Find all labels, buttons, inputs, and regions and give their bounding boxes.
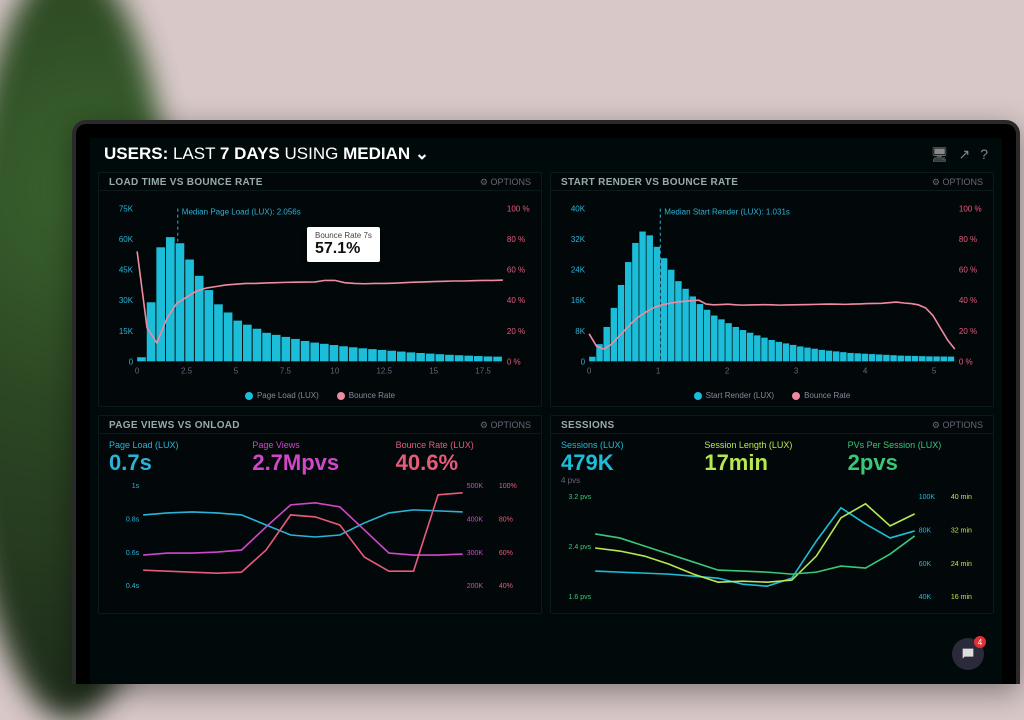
metric: Bounce Rate (LUX)40.6% <box>396 440 531 474</box>
chart-sessions: 1.6 pvs 2.4 pvs 3.2 pvs 40K 60K 80K 100K 16 min… <box>551 487 993 613</box>
svg-text:100 %: 100 % <box>959 205 982 214</box>
svg-text:5: 5 <box>932 366 937 375</box>
svg-text:24K: 24K <box>571 266 586 275</box>
svg-text:60 %: 60 % <box>959 266 977 275</box>
panel-title: PAGE VIEWS VS ONLOAD <box>109 420 240 431</box>
svg-text:40 %: 40 % <box>959 296 977 305</box>
legend: Page Load (LUX) Bounce Rate <box>99 389 541 406</box>
panel-title: START RENDER VS BOUNCE RATE <box>561 177 738 188</box>
svg-text:2.5: 2.5 <box>181 366 193 375</box>
panel-load-time: LOAD TIME VS BOUNCE RATE OPTIONS 0 15K 30K… <box>98 172 542 407</box>
options-button[interactable]: OPTIONS <box>932 177 983 188</box>
svg-text:16 min: 16 min <box>951 594 972 601</box>
svg-text:80 %: 80 % <box>507 235 525 244</box>
svg-text:32 min: 32 min <box>951 527 972 534</box>
tooltip-bounce-rate: Bounce Rate 7s 57.1% <box>307 227 380 262</box>
svg-text:8K: 8K <box>575 327 585 336</box>
svg-text:1s: 1s <box>132 483 140 490</box>
chat-button[interactable]: 4 <box>952 638 984 670</box>
chat-icon <box>960 646 976 662</box>
svg-text:12.5: 12.5 <box>376 366 392 375</box>
svg-text:32K: 32K <box>571 235 586 244</box>
svg-text:2: 2 <box>725 366 730 375</box>
svg-text:80 %: 80 % <box>959 235 977 244</box>
svg-text:Median Page Load (LUX): 2.056s: Median Page Load (LUX): 2.056s <box>182 208 301 217</box>
svg-text:100K: 100K <box>919 494 936 501</box>
svg-text:1: 1 <box>656 366 661 375</box>
metric: Sessions (LUX)479K4 pvs <box>561 440 696 485</box>
svg-text:0: 0 <box>587 366 592 375</box>
metric: Page Views2.7Mpvs <box>252 440 387 474</box>
options-button[interactable]: OPTIONS <box>480 177 531 188</box>
svg-text:0.8s: 0.8s <box>126 516 140 523</box>
svg-text:100 %: 100 % <box>507 205 530 214</box>
svg-text:3: 3 <box>794 366 799 375</box>
options-button[interactable]: OPTIONS <box>932 420 983 431</box>
screen: USERS: LAST 7 DAYS USING MEDIAN ⌄ 🖥 ↗ ? … <box>90 138 1002 684</box>
svg-text:80%: 80% <box>499 516 513 523</box>
svg-text:300K: 300K <box>467 550 484 557</box>
panel-title: LOAD TIME VS BOUNCE RATE <box>109 177 263 188</box>
help-icon[interactable]: ? <box>980 146 988 163</box>
svg-text:75K: 75K <box>119 205 134 214</box>
svg-text:0: 0 <box>581 357 586 366</box>
svg-text:30K: 30K <box>119 296 134 305</box>
svg-text:40K: 40K <box>919 594 932 601</box>
chat-badge: 4 <box>974 636 986 648</box>
metric: PVs Per Session (LUX)2pvs <box>848 440 983 485</box>
svg-text:80K: 80K <box>919 527 932 534</box>
svg-text:0.6s: 0.6s <box>126 550 140 557</box>
chevron-down-icon[interactable]: ⌄ <box>415 144 429 163</box>
svg-text:4: 4 <box>863 366 868 375</box>
panel-title: SESSIONS <box>561 420 615 431</box>
chart-start-render: 0 8K 16K 24K 32K 40K 0 % 20 % 40 % 60 % 80 % 100 % 0… <box>551 191 993 389</box>
svg-text:2.4 pvs: 2.4 pvs <box>569 544 592 551</box>
svg-text:0: 0 <box>129 357 134 366</box>
svg-text:40 min: 40 min <box>951 494 972 501</box>
svg-text:60 %: 60 % <box>507 266 525 275</box>
svg-text:20 %: 20 % <box>507 327 525 336</box>
svg-text:100%: 100% <box>499 483 517 490</box>
svg-text:1.6 pvs: 1.6 pvs <box>569 594 592 601</box>
svg-text:5: 5 <box>234 366 239 375</box>
share-icon[interactable]: ↗ <box>958 146 970 163</box>
svg-text:60%: 60% <box>499 550 513 557</box>
svg-text:45K: 45K <box>119 266 134 275</box>
svg-text:40K: 40K <box>571 205 586 214</box>
svg-text:60K: 60K <box>119 235 134 244</box>
svg-text:10: 10 <box>330 366 339 375</box>
svg-text:0: 0 <box>135 366 140 375</box>
svg-text:400K: 400K <box>467 516 484 523</box>
svg-text:200K: 200K <box>467 583 484 590</box>
svg-text:60K: 60K <box>919 561 932 568</box>
panel-sessions: SESSIONS OPTIONS Sessions (LUX)479K4 pvs… <box>550 415 994 614</box>
monitor-icon[interactable]: 🖥 <box>931 146 949 163</box>
svg-text:7.5: 7.5 <box>280 366 292 375</box>
svg-text:16K: 16K <box>571 296 586 305</box>
svg-text:17.5: 17.5 <box>475 366 491 375</box>
header-title[interactable]: USERS: LAST 7 DAYS USING MEDIAN ⌄ <box>104 144 429 164</box>
chart-page-views: 0.4s 0.6s 0.8s 1s 200K 300K 400K 500K 40% 60% 80% 1… <box>99 476 541 602</box>
svg-text:3.2 pvs: 3.2 pvs <box>569 494 592 501</box>
svg-text:0 %: 0 % <box>959 357 973 366</box>
metric: Page Load (LUX)0.7s <box>109 440 244 474</box>
svg-text:0 %: 0 % <box>507 357 521 366</box>
svg-text:20 %: 20 % <box>959 327 977 336</box>
metric: Session Length (LUX)17min <box>704 440 839 485</box>
options-button[interactable]: OPTIONS <box>480 420 531 431</box>
svg-text:0.4s: 0.4s <box>126 583 140 590</box>
chart-load-time: 0 15K 30K 45K 60K 75K 0 % 20 % 40 % 60 % 80 % 100 %… <box>99 191 541 389</box>
header-bar: USERS: LAST 7 DAYS USING MEDIAN ⌄ 🖥 ↗ ? <box>90 138 1002 172</box>
svg-text:40 %: 40 % <box>507 296 525 305</box>
laptop-frame: USERS: LAST 7 DAYS USING MEDIAN ⌄ 🖥 ↗ ? … <box>72 120 1020 684</box>
svg-text:500K: 500K <box>467 483 484 490</box>
svg-text:24 min: 24 min <box>951 561 972 568</box>
svg-text:15: 15 <box>429 366 438 375</box>
svg-text:15K: 15K <box>119 327 134 336</box>
svg-text:Median Start Render (LUX): 1.0: Median Start Render (LUX): 1.031s <box>664 208 790 217</box>
legend: Start Render (LUX) Bounce Rate <box>551 389 993 406</box>
panel-start-render: START RENDER VS BOUNCE RATE OPTIONS 0 8K 1… <box>550 172 994 407</box>
panel-page-views: PAGE VIEWS VS ONLOAD OPTIONS Page Load (… <box>98 415 542 614</box>
svg-text:40%: 40% <box>499 583 513 590</box>
